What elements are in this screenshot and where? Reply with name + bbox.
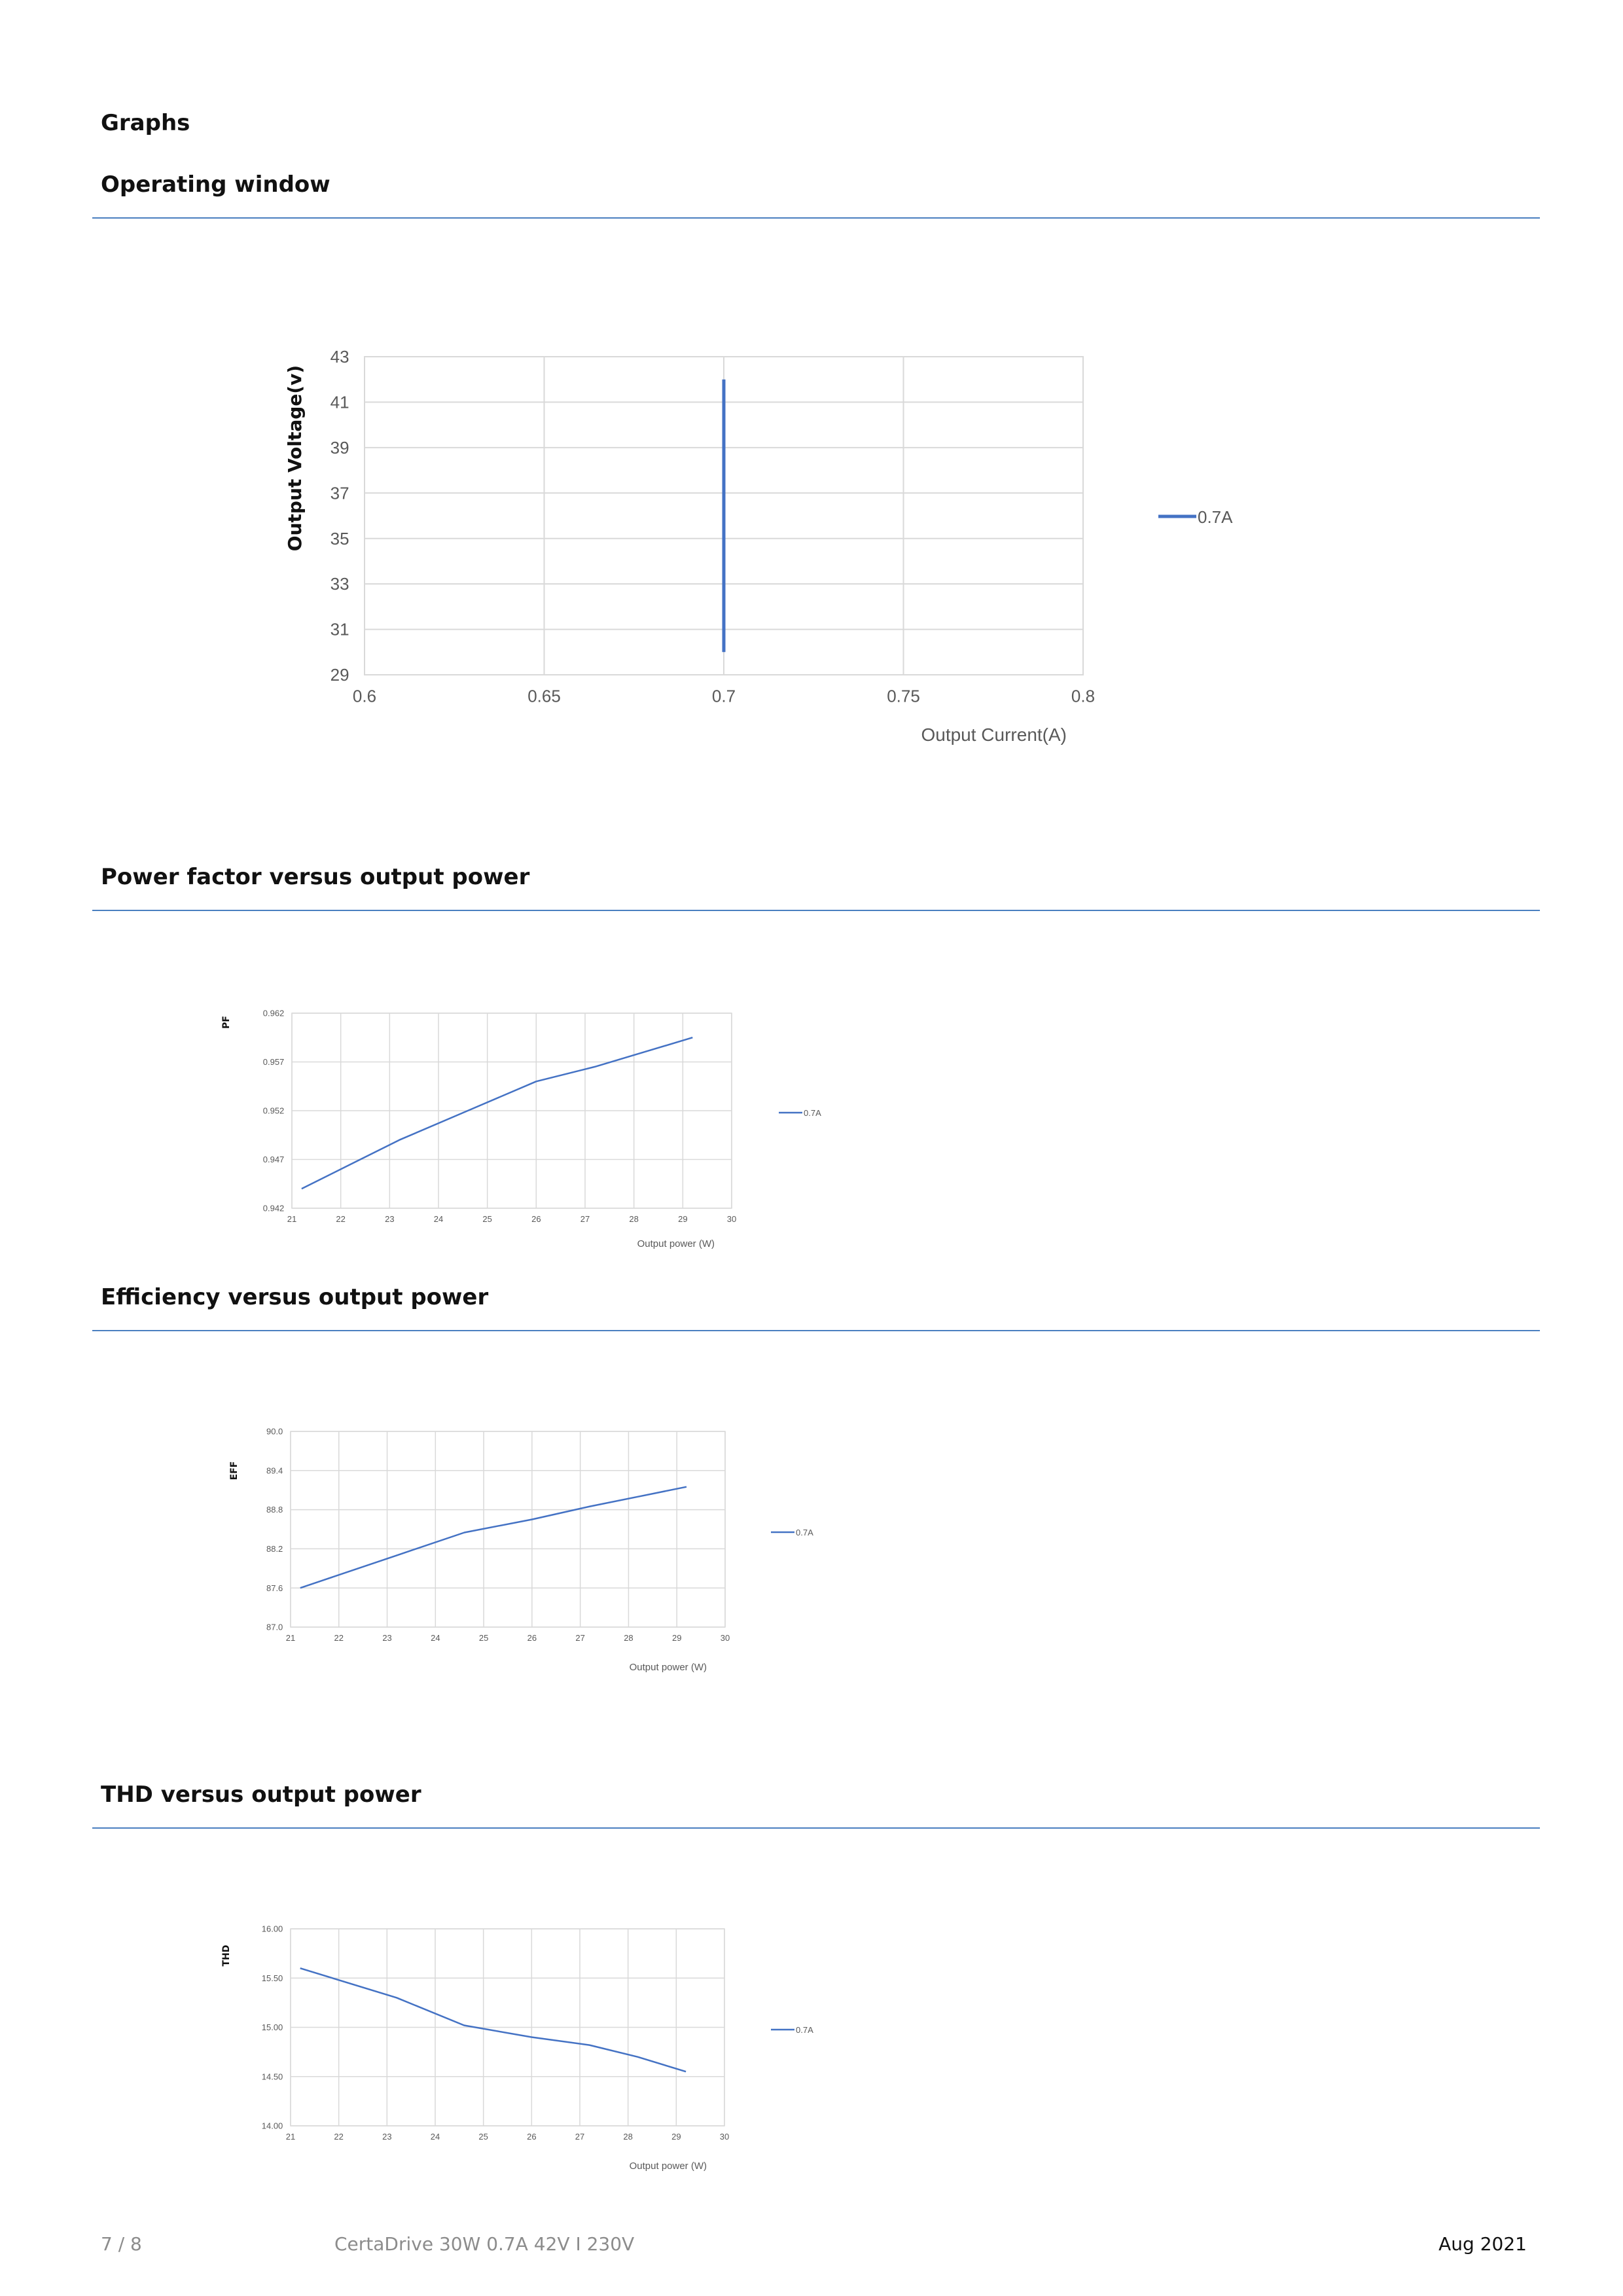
x-axis-title: Output power (W) (637, 1238, 715, 1249)
x-axis-title: Output Current(A) (921, 725, 1067, 745)
efficiency-chart: 21 22 23 24 25 26 27 28 29 30 87.0 87.6 88.2 88.8 89.4… (229, 1427, 813, 1673)
heading-thd: THD versus output power (101, 1782, 421, 1808)
x-tick-label: 28 (623, 2132, 632, 2142)
y-tick-label: 43 (330, 347, 349, 367)
y-tick-label: 0.942 (263, 1204, 285, 1213)
heading-efficiency: Efficiency versus output power (101, 1284, 489, 1310)
x-tick-label: 27 (575, 1633, 584, 1643)
x-tick-label: 0.75 (887, 687, 920, 706)
x-tick-label: 0.65 (527, 687, 561, 706)
y-tick-label: 33 (330, 574, 349, 594)
legend-label: 0.7A (796, 1528, 813, 1537)
thd-chart: 21 22 23 24 25 26 27 28 29 30 14.00 14.50 15.00 15.50… (221, 1924, 813, 2172)
x-tick-label: 22 (334, 2132, 343, 2142)
x-tick-label: 23 (385, 1214, 394, 1224)
x-tick-label: 30 (721, 1633, 730, 1643)
x-tick-label: 25 (478, 2132, 488, 2142)
x-tick-label: 28 (629, 1214, 638, 1224)
footer-date: Aug 2021 (1438, 2233, 1527, 2255)
x-tick-label: 23 (382, 2132, 391, 2142)
x-tick-label: 26 (527, 1633, 537, 1643)
x-tick-label: 22 (334, 1633, 344, 1643)
x-tick-label: 30 (727, 1214, 736, 1224)
y-tick-label: 90.0 (266, 1427, 283, 1437)
y-tick-label: 0.962 (263, 1009, 285, 1018)
y-axis-title: Output Voltage(v) (284, 365, 306, 551)
page-title: Graphs (101, 110, 190, 136)
x-tick-label: 29 (678, 1214, 687, 1224)
y-tick-label: 16.00 (262, 1924, 283, 1934)
legend-label: 0.7A (796, 2025, 813, 2035)
y-tick-label: 41 (330, 393, 349, 412)
y-tick-label: 31 (330, 620, 349, 639)
section-divider (92, 1827, 1540, 1829)
x-tick-label: 0.6 (353, 687, 376, 706)
x-axis-title: Output power (W) (630, 1662, 707, 1673)
x-tick-label: 21 (287, 1214, 296, 1224)
x-tick-label: 26 (531, 1214, 541, 1224)
x-tick-label: 23 (382, 1633, 391, 1643)
x-tick-label: 24 (431, 1633, 440, 1643)
section-divider (92, 217, 1540, 219)
y-tick-label: 0.957 (263, 1057, 285, 1067)
x-tick-label: 29 (672, 1633, 681, 1643)
x-tick-label: 25 (479, 1633, 488, 1643)
y-tick-label: 87.0 (266, 1623, 283, 1632)
y-tick-label: 14.00 (262, 2121, 283, 2131)
x-axis-title: Output power (W) (630, 2161, 707, 2172)
series-line (300, 1486, 687, 1589)
x-tick-label: 29 (671, 2132, 681, 2142)
y-tick-label: 88.2 (266, 1544, 283, 1554)
y-tick-label: 37 (330, 483, 349, 503)
y-tick-label: 39 (330, 438, 349, 457)
plot-area (290, 1431, 726, 1628)
y-axis-title: THD (221, 1945, 232, 1967)
section-divider (92, 1330, 1540, 1331)
y-tick-label: 0.952 (263, 1106, 285, 1116)
x-tick-label: 27 (580, 1214, 590, 1224)
y-axis-title: EFF (229, 1462, 240, 1480)
y-axis-title: PF (221, 1016, 232, 1029)
y-tick-label: 14.50 (262, 2072, 283, 2081)
footer-product-name: CertaDrive 30W 0.7A 42V I 230V (334, 2233, 635, 2255)
heading-power-factor: Power factor versus output power (101, 864, 530, 890)
x-tick-label: 21 (286, 1633, 295, 1643)
series-line (300, 1967, 687, 2073)
y-tick-label: 88.8 (266, 1505, 283, 1515)
series-line (301, 1037, 693, 1190)
section-divider (92, 910, 1540, 911)
operating-window-chart: 0.6 0.65 0.7 0.75 0.8 29 31 33 35 37 39 41 43 Output … (284, 347, 1233, 745)
x-tick-label: 21 (286, 2132, 295, 2142)
x-tick-label: 25 (482, 1214, 491, 1224)
x-tick-label: 24 (431, 2132, 440, 2142)
y-tick-label: 89.4 (266, 1465, 283, 1475)
legend-label: 0.7A (804, 1108, 821, 1118)
power-factor-chart: 21 22 23 24 25 26 27 28 29 30 0.942 0.947 0.952 0.957… (221, 1009, 821, 1249)
y-tick-label: 0.947 (263, 1155, 285, 1164)
x-tick-label: 0.8 (1071, 687, 1095, 706)
y-tick-label: 15.50 (262, 1973, 283, 1983)
x-tick-label: 24 (434, 1214, 443, 1224)
x-tick-label: 30 (720, 2132, 729, 2142)
x-tick-label: 27 (575, 2132, 584, 2142)
y-tick-label: 29 (330, 665, 349, 685)
y-tick-label: 87.6 (266, 1583, 283, 1593)
legend-label: 0.7A (1198, 507, 1233, 527)
x-tick-label: 26 (527, 2132, 536, 2142)
footer-page-number: 7 / 8 (101, 2233, 142, 2255)
x-tick-label: 22 (336, 1214, 345, 1224)
x-tick-label: 28 (624, 1633, 633, 1643)
y-tick-label: 35 (330, 529, 349, 548)
x-tick-label: 0.7 (712, 687, 736, 706)
y-tick-label: 15.00 (262, 2022, 283, 2032)
heading-operating-window: Operating window (101, 171, 330, 198)
